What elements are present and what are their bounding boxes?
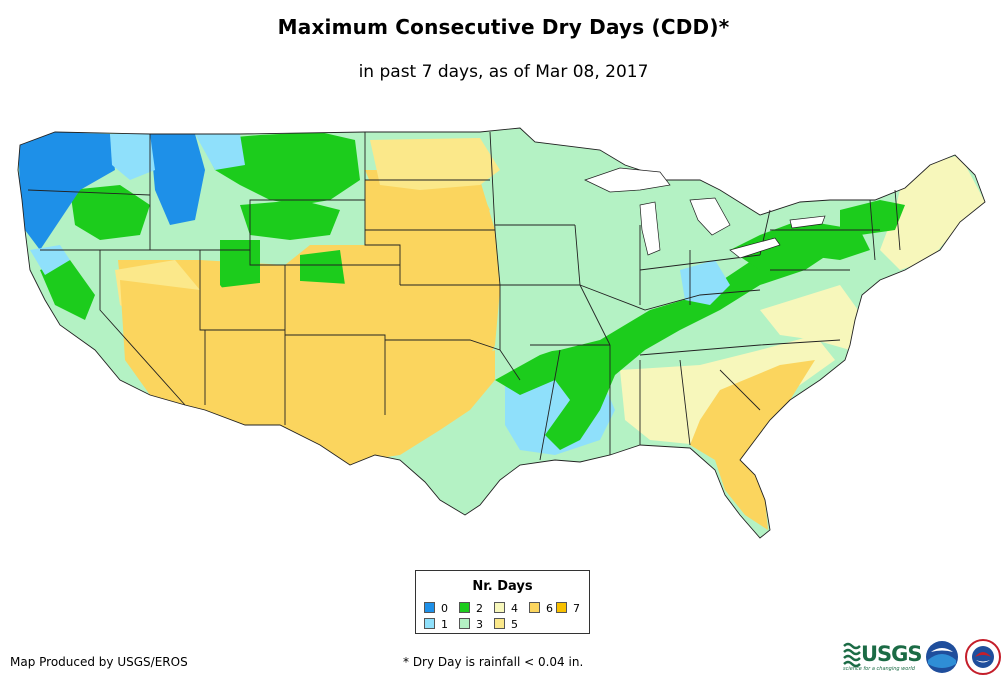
region-0-days-idaho — [150, 134, 205, 225]
legend-label: 1 — [441, 618, 448, 631]
legend-label: 6 — [546, 602, 553, 615]
region-2-days-oregon — [70, 185, 150, 240]
legend-item: 7 — [556, 602, 580, 616]
region-0-days-washington — [18, 132, 115, 250]
lake-ontario — [789, 215, 826, 229]
usgs-tagline: science for a changing world — [843, 666, 915, 672]
legend-item: 0 — [424, 602, 448, 616]
legend-label: 0 — [441, 602, 448, 615]
legend-item: 2 — [459, 602, 483, 616]
usgs-logo: USGS — [861, 642, 923, 666]
legend-swatch — [494, 618, 505, 629]
legend-swatch — [494, 602, 505, 613]
legend-swatch — [424, 602, 435, 613]
legend-item: 6 — [529, 602, 553, 616]
region-2-days-new-england — [840, 200, 905, 235]
conus-border — [17, 127, 986, 539]
region-2-days-ohio-valley — [495, 235, 835, 450]
noaa-logo-icon — [926, 641, 958, 673]
legend: Nr. Days 0 1 2 3 4 5 6 7 — [415, 570, 590, 634]
region-2-days-great-lakes — [730, 220, 870, 270]
region-2-days-wyoming — [240, 200, 340, 240]
lake-huron — [689, 197, 731, 236]
region-1-day-montana — [195, 134, 245, 170]
region-6-days-southwest — [120, 280, 495, 465]
legend-label: 2 — [476, 602, 483, 615]
cdd-map — [17, 127, 986, 539]
lake-erie — [729, 237, 781, 259]
usgs-wave-icon — [843, 642, 861, 668]
legend-swatch — [424, 618, 435, 629]
footnote-text: * Dry Day is rainfall < 0.04 in. — [403, 655, 584, 669]
region-1-day-northwest — [110, 134, 155, 180]
region-4-days-midatlantic — [760, 285, 858, 350]
lake-superior — [584, 167, 671, 193]
legend-swatch — [459, 602, 470, 613]
map-subtitle: in past 7 days, as of Mar 08, 2017 — [358, 62, 649, 82]
map-title: Maximum Consecutive Dry Days (CDD)* — [277, 15, 730, 39]
legend-title: Nr. Days — [472, 579, 533, 594]
legend-label: 7 — [573, 602, 580, 615]
agency-logos: USGS science for a changing world — [843, 638, 1003, 678]
legend-swatch — [556, 602, 567, 613]
legend-swatch — [529, 602, 540, 613]
region-2-days-california — [40, 260, 95, 320]
great-lakes — [584, 167, 826, 259]
region-1-day-california — [30, 245, 70, 275]
legend-item: 5 — [494, 618, 518, 632]
nws-logo-icon — [965, 639, 1001, 675]
legend-item: 4 — [494, 602, 518, 616]
region-3-days-midwest — [495, 220, 660, 355]
credit-text: Map Produced by USGS/EROS — [10, 655, 188, 669]
legend-label: 5 — [511, 618, 518, 631]
lake-michigan — [639, 201, 661, 256]
state-boundaries — [17, 127, 986, 539]
legend-item: 1 — [424, 618, 448, 632]
region-5-days-dakota — [370, 138, 500, 190]
legend-swatch — [459, 618, 470, 629]
legend-item: 3 — [459, 618, 483, 632]
legend-label: 4 — [511, 602, 518, 615]
legend-label: 3 — [476, 618, 483, 631]
